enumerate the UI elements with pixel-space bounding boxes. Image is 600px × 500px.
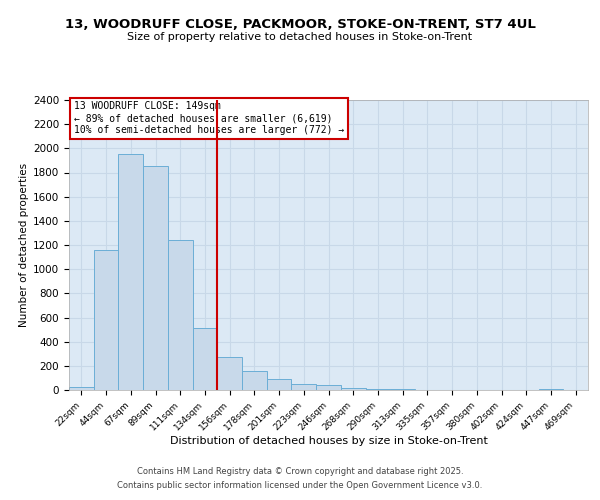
Bar <box>390 388 415 390</box>
Bar <box>341 388 365 390</box>
Text: Contains HM Land Registry data © Crown copyright and database right 2025.: Contains HM Land Registry data © Crown c… <box>137 467 463 476</box>
Bar <box>316 385 341 390</box>
Bar <box>539 388 563 390</box>
Text: 13 WOODRUFF CLOSE: 149sqm
← 89% of detached houses are smaller (6,619)
10% of se: 13 WOODRUFF CLOSE: 149sqm ← 89% of detac… <box>74 102 344 134</box>
Bar <box>143 166 168 390</box>
Text: Size of property relative to detached houses in Stoke-on-Trent: Size of property relative to detached ho… <box>127 32 473 42</box>
Y-axis label: Number of detached properties: Number of detached properties <box>19 163 29 327</box>
Bar <box>193 328 217 390</box>
X-axis label: Distribution of detached houses by size in Stoke-on-Trent: Distribution of detached houses by size … <box>170 436 487 446</box>
Text: 13, WOODRUFF CLOSE, PACKMOOR, STOKE-ON-TRENT, ST7 4UL: 13, WOODRUFF CLOSE, PACKMOOR, STOKE-ON-T… <box>65 18 535 30</box>
Bar <box>217 358 242 390</box>
Bar <box>118 154 143 390</box>
Bar <box>267 379 292 390</box>
Bar <box>292 384 316 390</box>
Bar <box>242 372 267 390</box>
Bar <box>94 250 118 390</box>
Bar <box>168 240 193 390</box>
Text: Contains public sector information licensed under the Open Government Licence v3: Contains public sector information licen… <box>118 481 482 490</box>
Bar <box>69 387 94 390</box>
